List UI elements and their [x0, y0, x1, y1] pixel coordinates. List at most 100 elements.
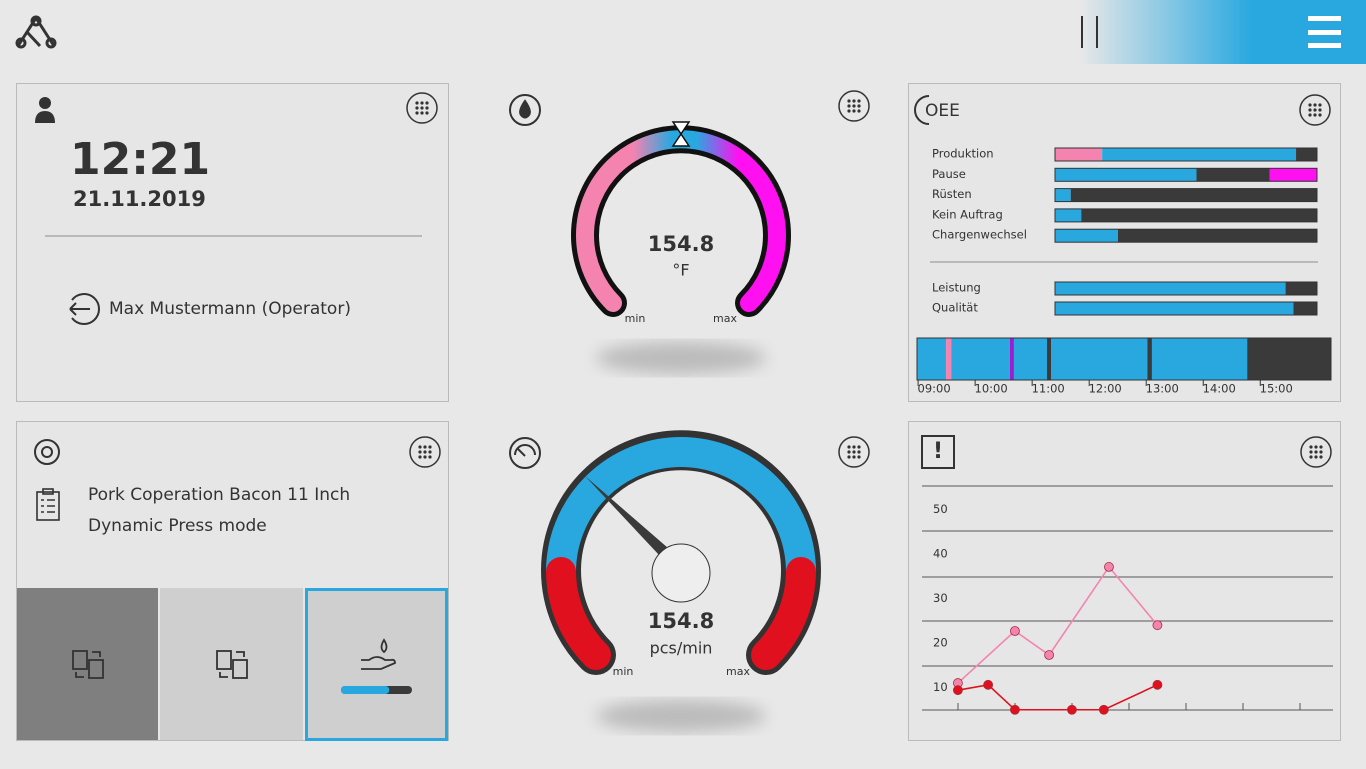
- timeline-segment: [1009, 338, 1014, 380]
- gauge-shadow: [596, 342, 766, 374]
- menu-dot: [1313, 103, 1317, 107]
- settings-icon: [34, 439, 60, 465]
- timeline-tick-label: 13:00: [1146, 382, 1179, 396]
- oee-segment: [1055, 148, 1103, 161]
- oee-bar-outline: [1054, 301, 1318, 316]
- line-point: [1010, 626, 1020, 636]
- menu-dots[interactable]: [838, 90, 870, 122]
- press-mode: Dynamic Press mode: [88, 516, 267, 536]
- menu-dot: [1313, 108, 1317, 112]
- oee-bar-outline: [1054, 281, 1318, 296]
- menu-dot: [1313, 113, 1317, 117]
- menu-dots[interactable]: [838, 436, 870, 468]
- menu-dot: [1308, 103, 1312, 107]
- menu-dots-ring: [838, 436, 870, 468]
- gauge-max: max: [726, 665, 750, 678]
- timeline-segment: [1147, 338, 1152, 380]
- logout-icon[interactable]: [69, 293, 100, 325]
- menu-dot: [425, 106, 429, 110]
- product-name: Pork Coperation Bacon 11 Inch: [88, 485, 350, 505]
- y-tick-label: 40: [933, 547, 948, 561]
- oee-row-label: Produktion: [932, 147, 994, 161]
- oee-bar-outline: [1054, 147, 1318, 162]
- timeline-segment: [1013, 338, 1048, 380]
- oee-segment: [1102, 148, 1297, 161]
- menu-dot: [415, 106, 419, 110]
- menu-dot: [415, 101, 419, 105]
- menu-dot: [847, 450, 851, 454]
- oee-segment: [1196, 168, 1270, 182]
- menu-dot: [857, 445, 861, 449]
- menu-dots[interactable]: [409, 436, 441, 468]
- y-tick-label: 50: [933, 502, 948, 516]
- menu-dots[interactable]: [1299, 94, 1331, 126]
- menu-dot: [857, 109, 861, 113]
- menu-dot: [428, 450, 432, 454]
- timeline-tick-label: 15:00: [1260, 382, 1293, 396]
- chart-frame: [922, 485, 1333, 711]
- user-icon: [35, 97, 55, 123]
- menu-button[interactable]: [1308, 16, 1341, 48]
- y-tick-label: 20: [933, 636, 948, 650]
- menu-dot: [852, 445, 856, 449]
- menu-dot: [857, 104, 861, 108]
- oee-bar-outline: [1054, 167, 1318, 182]
- timeline-segment: [917, 338, 947, 380]
- divider-icon: [1081, 16, 1098, 48]
- gauge-min: min: [613, 665, 634, 678]
- menu-dot: [1319, 445, 1323, 449]
- logo: [15, 15, 57, 49]
- menu-dot: [1308, 113, 1312, 117]
- date: 21.11.2019: [73, 187, 206, 211]
- line-point: [1010, 704, 1020, 715]
- menu-dot: [423, 445, 427, 449]
- mode-button-active[interactable]: [305, 588, 448, 741]
- menu-dot: [847, 445, 851, 449]
- menu-dot: [1318, 113, 1322, 117]
- oee-segment: [1293, 302, 1317, 315]
- gauge-needle: [585, 476, 668, 556]
- gauge-shadow: [596, 700, 766, 732]
- speed-value: 154.8: [648, 609, 714, 633]
- menu-dot: [857, 455, 861, 459]
- gauge-arc: [751, 557, 816, 670]
- menu-dot: [1309, 450, 1313, 454]
- alert-icon-mark: !: [933, 439, 943, 464]
- menu-dot: [1314, 455, 1318, 459]
- menu-dot: [847, 455, 851, 459]
- menu-dots[interactable]: [1300, 436, 1332, 468]
- y-tick-label: 30: [933, 591, 948, 605]
- line-point: [1098, 704, 1109, 715]
- menu-dot: [1314, 445, 1318, 449]
- line-point: [1104, 562, 1114, 572]
- menu-dot: [847, 104, 851, 108]
- alert-icon: [921, 435, 955, 469]
- gauge-min: min: [625, 312, 646, 325]
- temperature-unit: °F: [672, 261, 689, 280]
- timeline-segment: [1247, 338, 1331, 380]
- clock-card: [16, 83, 449, 402]
- menu-dot: [1309, 455, 1313, 459]
- alerts-card: [908, 421, 1341, 741]
- drop-icon: [509, 94, 541, 126]
- menu-dot: [852, 455, 856, 459]
- line-point: [983, 679, 994, 690]
- timeline-segment: [951, 338, 1010, 380]
- menu-dot: [857, 450, 861, 454]
- gauge-arc: [546, 437, 816, 573]
- oee-segment: [1070, 188, 1317, 202]
- oee-bar-outline: [1054, 208, 1318, 223]
- menu-dots-ring: [1300, 436, 1332, 468]
- oee-title: OEE: [925, 101, 960, 121]
- timeline-tick-label: 12:00: [1089, 382, 1122, 396]
- menu-dot: [418, 450, 422, 454]
- oee-row-label: Pause: [932, 167, 966, 181]
- oee-segment: [1285, 282, 1317, 295]
- menu-dot: [420, 101, 424, 105]
- menu-dots[interactable]: [406, 92, 438, 124]
- time: 12:21: [70, 134, 210, 185]
- oee-row-label: Qualität: [932, 301, 978, 315]
- menu-dot: [857, 99, 861, 103]
- timeline-segment: [1051, 338, 1148, 380]
- oee-row-label: Kein Auftrag: [932, 207, 1003, 221]
